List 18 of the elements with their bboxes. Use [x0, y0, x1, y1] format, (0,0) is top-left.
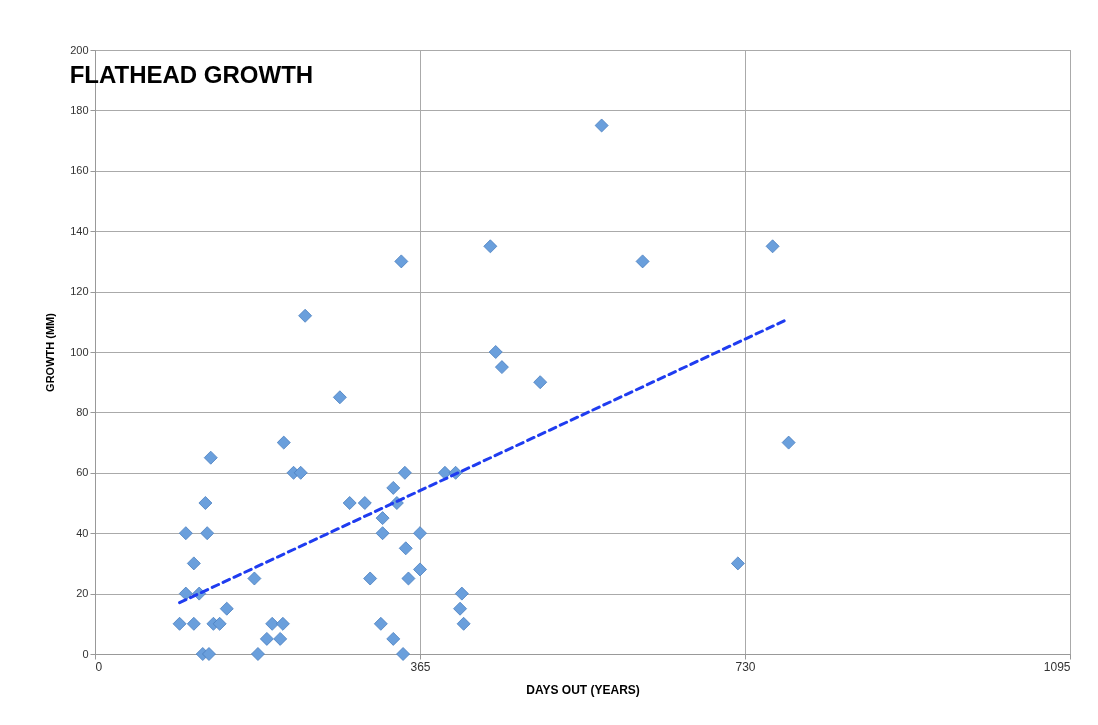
y-tick-label: 120 [70, 285, 89, 298]
y-tick-label: 80 [76, 405, 89, 418]
y-tick-label: 40 [76, 526, 89, 539]
y-tick-label: 20 [76, 587, 89, 600]
x-tick-label: 730 [735, 659, 756, 674]
y-tick-label: 100 [70, 345, 89, 358]
y-tick-label: 60 [76, 466, 89, 479]
x-tick-label: 0 [95, 659, 103, 674]
y-tick-label: 140 [70, 224, 89, 237]
text: FLATHEAD GROWTH [69, 61, 314, 88]
y-tick-label: 200 [70, 43, 89, 56]
x-axis-title: DAYS OUT (YEARS) [526, 682, 640, 697]
x-tick-label: 365 [410, 659, 431, 674]
y-tick-label: 180 [70, 103, 89, 116]
y-axis-title: GROWTH (MM) [44, 312, 57, 392]
y-tick-label: 0 [82, 647, 89, 660]
y-tick-label: 160 [70, 164, 89, 177]
x-tick-label: 1095 [1043, 659, 1071, 674]
